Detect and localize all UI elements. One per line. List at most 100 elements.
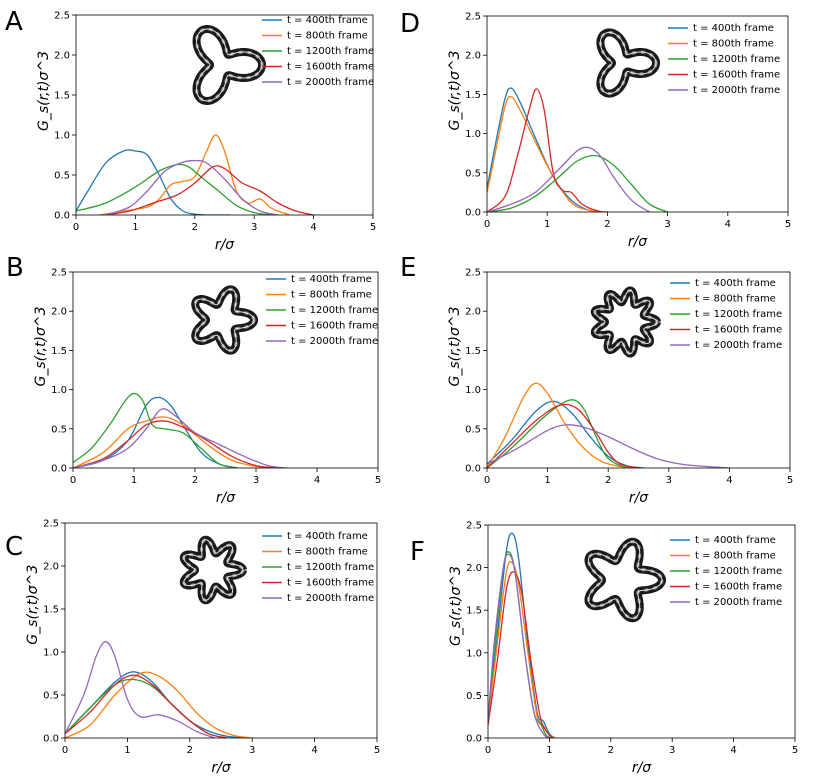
x-tick-label: 1 (131, 475, 137, 486)
series-line-3 (487, 154, 668, 212)
x-tick-label: 1 (544, 475, 550, 486)
legend-label: t = 2000th frame (287, 593, 374, 604)
x-tick-label: 2 (604, 219, 610, 230)
legend-label: t = 800th frame (291, 290, 372, 301)
legend-label: t = 2000th frame (693, 85, 780, 96)
x-tick-label: 4 (725, 219, 731, 230)
x-tick-label: 5 (370, 222, 376, 233)
x-axis-label: r/σ (215, 237, 235, 253)
y-tick-label: 0.0 (466, 734, 482, 745)
legend-label: t = 400th frame (695, 278, 776, 289)
y-tick-label: 2.0 (465, 51, 481, 62)
y-tick-label: 0.5 (43, 691, 59, 702)
series-line-4 (65, 674, 228, 738)
y-tick-label: 1.5 (43, 605, 59, 616)
legend-label: t = 1600th frame (693, 70, 780, 81)
y-axis-label: G_s(r,t)σ^3 (33, 306, 49, 386)
legend-label: t = 400th frame (287, 15, 368, 26)
series-lines (488, 532, 556, 738)
panel-c: C 0 1 2 3 4 5 0.0 0.5 1.0 1.5 2.0 2.5 r/σ G_s(r,t)σ^3 t… (5, 519, 380, 777)
legend: t = 400th frame t = 800th frame t = 1200th… (262, 531, 374, 604)
series-line-2 (65, 671, 253, 738)
x-tick-label: 1 (544, 219, 550, 230)
knot-icon (179, 535, 247, 605)
series-line-5 (65, 641, 216, 738)
series-line-2 (73, 416, 275, 468)
x-tick-label: 4 (314, 475, 320, 486)
y-tick-label: 0.5 (54, 171, 70, 182)
series-line-5 (487, 424, 730, 468)
axes-frame (72, 271, 379, 469)
panel-d: D 0 1 2 3 4 5 0.0 0.5 1.0 1.5 2.0 2.5 r/σ G_s(r,t)σ^3 t… (400, 9, 791, 250)
knot-icon (596, 28, 660, 98)
x-tick-label: 0 (62, 745, 68, 756)
legend-label: t = 2000th frame (291, 336, 378, 347)
x-tick-label: 2 (187, 745, 193, 756)
y-tick-label: 1.0 (54, 131, 70, 142)
y-tick-label: 1.0 (466, 648, 482, 659)
y-tick-label: 2.0 (465, 307, 481, 318)
y-tick-label: 2.5 (54, 11, 70, 22)
y-axis-label: G_s(r,t)σ^3 (448, 566, 464, 646)
knot-icon (191, 285, 258, 355)
legend-label: t = 2000th frame (695, 597, 782, 608)
panel-letter: D (400, 9, 420, 39)
series-line-2 (487, 382, 639, 468)
series-line-5 (488, 553, 550, 738)
y-tick-label: 0.5 (465, 168, 481, 179)
legend-label: t = 1600th frame (287, 62, 374, 73)
knot-icon (584, 537, 666, 623)
x-tick-label: 0 (484, 219, 490, 230)
x-tick-label: 4 (310, 222, 316, 233)
panel-letter: E (400, 253, 416, 283)
legend-label: t = 800th frame (693, 39, 774, 50)
panel-letter: C (5, 532, 23, 562)
x-tick-label: 3 (249, 745, 255, 756)
legend-label: t = 1600th frame (287, 578, 374, 589)
series-lines (65, 641, 253, 738)
series-lines (487, 87, 668, 212)
series-lines (73, 392, 287, 468)
axes-frame (486, 15, 789, 213)
x-tick-label: 3 (253, 475, 259, 486)
x-tick-label: 3 (666, 475, 672, 486)
legend-label: t = 1200th frame (287, 562, 374, 573)
legend: t = 400th frame t = 800th frame t = 1200th… (670, 278, 782, 351)
panel-b: B 0 1 2 3 4 5 0.0 0.5 1.0 1.5 2.0 2.5 r/σ G_s(r,t)σ^3 t… (6, 253, 381, 506)
series-line-4 (488, 571, 553, 738)
legend-label: t = 400th frame (287, 531, 368, 542)
legend-label: t = 1200th frame (693, 54, 780, 65)
y-tick-label: 1.0 (465, 129, 481, 140)
axes-frame (64, 522, 378, 739)
legend-label: t = 1200th frame (695, 309, 782, 320)
y-tick-label: 2.5 (51, 268, 67, 279)
series-line-5 (487, 146, 650, 212)
x-tick-label: 5 (785, 219, 791, 230)
y-tick-label: 0.0 (51, 464, 67, 475)
x-tick-label: 5 (787, 475, 793, 486)
x-axis-label: r/σ (629, 490, 649, 506)
y-axis-label: G_s(r,t)σ^3 (25, 565, 41, 645)
series-line-3 (487, 399, 627, 468)
y-axis-label: G_s(r,t)σ^3 (36, 51, 52, 131)
x-tick-label: 4 (726, 475, 732, 486)
y-tick-label: 2.0 (466, 563, 482, 574)
x-axis-label: r/σ (216, 490, 236, 506)
legend-label: t = 400th frame (693, 23, 774, 34)
x-tick-label: 1 (546, 745, 552, 756)
y-tick-label: 0.5 (466, 691, 482, 702)
y-tick-label: 2.0 (51, 307, 67, 318)
x-tick-label: 2 (192, 475, 198, 486)
y-tick-label: 1.5 (54, 91, 70, 102)
series-line-3 (73, 392, 238, 468)
series-line-3 (76, 163, 273, 215)
legend-label: t = 1600th frame (695, 582, 782, 593)
y-tick-label: 1.0 (43, 648, 59, 659)
x-tick-label: 4 (311, 745, 317, 756)
legend-label: t = 1200th frame (287, 46, 374, 57)
legend-label: t = 1600th frame (291, 321, 378, 332)
x-tick-label: 5 (375, 475, 381, 486)
x-tick-label: 1 (132, 222, 138, 233)
knot-icon (192, 25, 266, 105)
legend: t = 400th frame t = 800th frame t = 1200th… (670, 535, 782, 608)
